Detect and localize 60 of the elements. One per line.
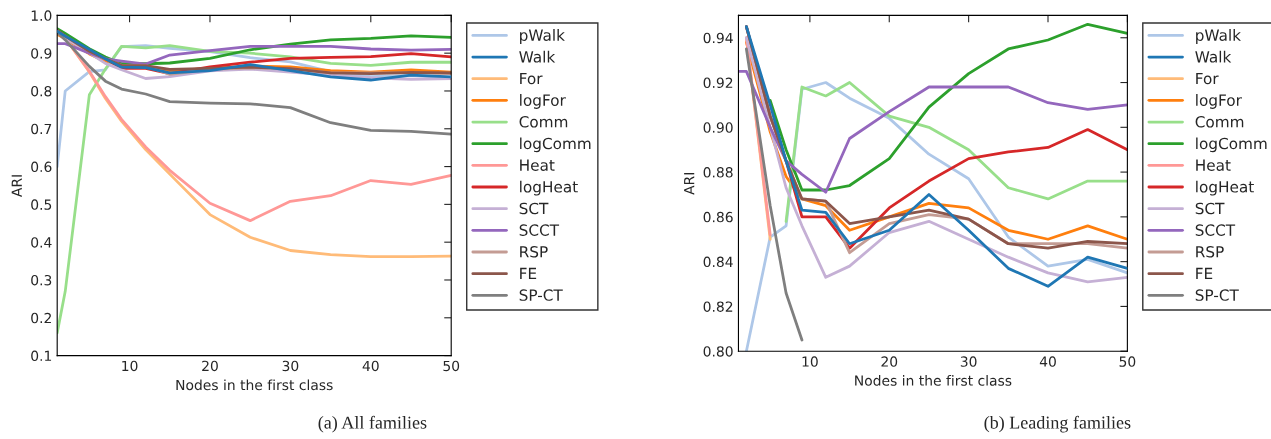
legend-label: pWalk (520, 29, 565, 44)
x-tick-label: 20 (881, 356, 898, 367)
y-tick-label: 1.0 (31, 10, 52, 21)
x-tick-label: 40 (1039, 356, 1056, 367)
legend-label: SCCT (1195, 224, 1236, 236)
legend-label: FE (520, 267, 537, 279)
x-tick-label: 50 (443, 360, 460, 372)
legend-label: Comm (1195, 116, 1244, 128)
legend-label: Heat (1196, 159, 1231, 171)
legend-label: logHeat (520, 180, 578, 196)
legend-label: Walk (1195, 50, 1232, 63)
y-tick-label: 0.88 (703, 167, 733, 178)
legend-label: SCT (1195, 202, 1225, 215)
y-tick-label: 0.84 (703, 256, 733, 268)
legend-label: pWalk (1196, 29, 1241, 44)
y-tick-label: 0.1 (31, 350, 52, 362)
y-tick-label: 0.3 (31, 274, 52, 286)
y-tick-label: 0.90 (703, 122, 733, 133)
legend-label: Comm (519, 116, 568, 128)
legend-label: Heat (520, 159, 555, 171)
y-tick-label: 0.6 (31, 161, 52, 173)
x-tick-label: 20 (202, 360, 218, 372)
y-axis-title: ARI (11, 175, 22, 197)
legend-label: SCT (519, 202, 549, 215)
legend-label: Walk (519, 50, 556, 63)
y-tick-label: 0.2 (31, 312, 51, 324)
y-tick-label: 0.82 (703, 301, 733, 312)
x-tick-label: 40 (362, 360, 379, 372)
legend-label: SCCT (519, 224, 560, 236)
x-tick-label: 50 (1119, 356, 1136, 367)
text: (b) Leading families (984, 415, 1131, 433)
legend-label: logHeat (1196, 180, 1254, 196)
y-tick-label: 0.92 (703, 77, 733, 89)
y-tick-label: 0.94 (703, 32, 733, 44)
legend-label: For (520, 72, 543, 85)
y-tick-label: 0.9 (31, 48, 52, 59)
y-tick-label: 0.86 (703, 211, 733, 223)
y-tick-label: 0.8 (31, 85, 52, 97)
legend-label: RSP (520, 245, 548, 258)
legend-label: For (1196, 72, 1219, 85)
x-tick-label: 10 (802, 356, 818, 367)
legend-label: logComm (520, 137, 591, 153)
y-tick-label: 0.80 (703, 346, 733, 357)
legend-label: SP-CT (1195, 289, 1239, 301)
legend-label: SP-CT (519, 289, 563, 301)
legend-label: logComm (1196, 137, 1267, 153)
y-tick-label: 0.4 (31, 237, 52, 248)
x-tick-label: 10 (122, 360, 138, 372)
legend-label: FE (1196, 267, 1213, 279)
x-axis-title: Nodes in the first class (855, 375, 1012, 386)
y-axis-title: ARI (684, 173, 695, 195)
legend-label: RSP (1196, 245, 1224, 258)
legend-label: logFor (520, 94, 566, 109)
x-axis-title: Nodes in the first class (176, 379, 333, 391)
text: (a) All families (318, 415, 427, 433)
x-tick-label: 30 (960, 356, 977, 367)
legend-label: logFor (1196, 94, 1242, 109)
y-tick-label: 0.7 (31, 123, 52, 135)
y-tick-label: 0.5 (31, 199, 52, 210)
x-tick-label: 30 (282, 360, 299, 372)
